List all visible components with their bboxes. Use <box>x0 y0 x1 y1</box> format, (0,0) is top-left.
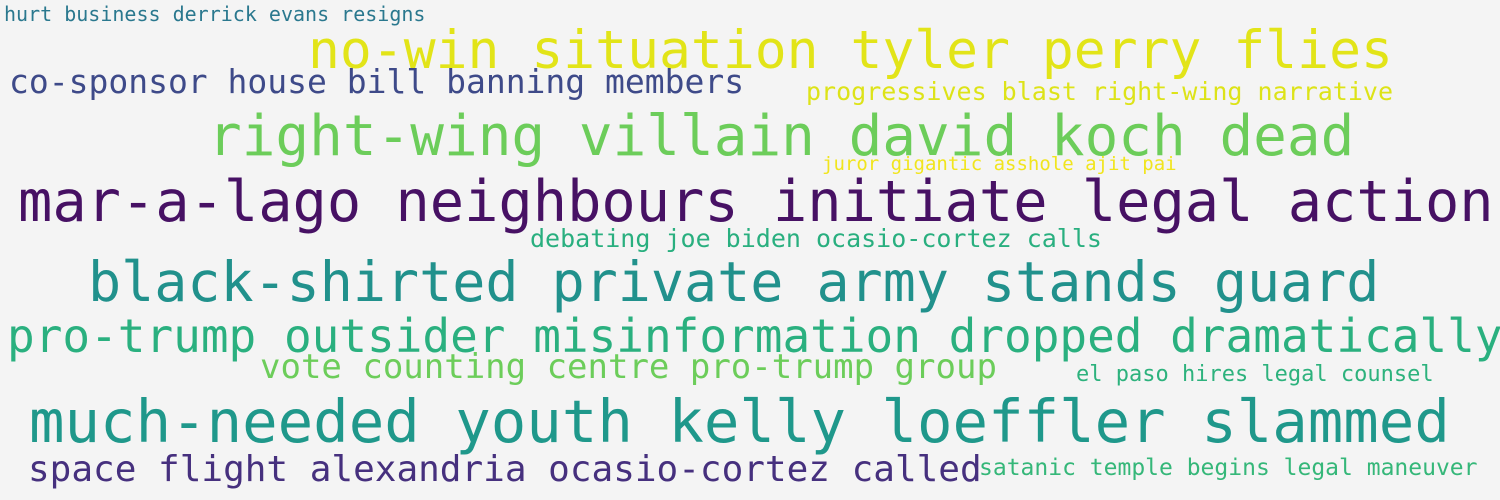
phrase-right-wing-villain: right-wing villain david koch dead <box>208 104 1355 169</box>
phrase-debating-joe-biden: debating joe biden ocasio-cortez calls <box>530 224 1102 253</box>
phrase-space-flight: space flight alexandria ocasio-cortez ca… <box>28 449 982 490</box>
phrase-black-shirted: black-shirted private army stands guard <box>88 250 1380 314</box>
phrase-much-needed-youth: much-needed youth kelly loeffler slammed <box>29 387 1450 456</box>
phrase-mar-a-lago: mar-a-lago neighbours initiate legal act… <box>18 169 1494 235</box>
phrase-no-win-situation: no-win situation tyler perry flies <box>308 20 1393 81</box>
phrase-juror-gigantic: juror gigantic asshole ajit pai <box>822 153 1177 175</box>
phrase-co-sponsor-house-bill: co-sponsor house bill banning members <box>9 62 745 101</box>
phrase-satanic-temple: satanic temple begins legal maneuver <box>979 455 1478 481</box>
phrase-vote-counting: vote counting centre pro-trump group <box>260 347 997 387</box>
phrase-progressives-blast: progressives blast right-wing narrative <box>806 77 1393 106</box>
phrase-pro-trump-outsider: pro-trump outsider misinformation droppe… <box>7 309 1500 363</box>
phrase-el-paso: el paso hires legal counsel <box>1076 362 1434 387</box>
phrase-hurt-business: hurt business derrick evans resigns <box>4 2 426 26</box>
